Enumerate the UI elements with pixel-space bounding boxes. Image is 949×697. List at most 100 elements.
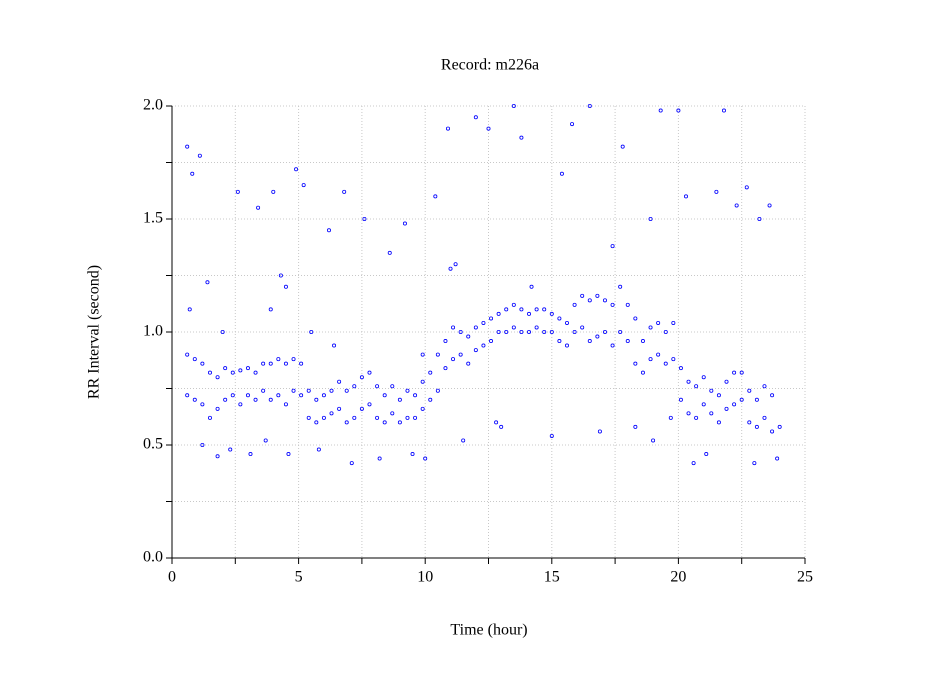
- data-point: [686, 379, 691, 384]
- data-point: [770, 393, 775, 398]
- data-point: [294, 167, 299, 172]
- data-point: [739, 370, 744, 375]
- data-point: [529, 284, 534, 289]
- data-point: [192, 397, 197, 402]
- data-point: [732, 402, 737, 407]
- data-point: [668, 415, 673, 420]
- data-point: [648, 325, 653, 330]
- data-point: [610, 343, 615, 348]
- data-point: [489, 316, 494, 321]
- data-point: [714, 189, 719, 194]
- data-point: [519, 307, 524, 312]
- data-point: [223, 366, 228, 371]
- data-point: [352, 415, 357, 420]
- data-point: [572, 302, 577, 307]
- data-point: [640, 339, 645, 344]
- data-point: [504, 307, 509, 312]
- data-point: [192, 357, 197, 362]
- data-point: [428, 370, 433, 375]
- data-point: [433, 194, 438, 199]
- data-point: [448, 266, 453, 271]
- data-point: [557, 339, 562, 344]
- data-point: [678, 397, 683, 402]
- data-point: [744, 185, 749, 190]
- data-point: [253, 397, 258, 402]
- data-point: [367, 402, 372, 407]
- y-tick-label: 0.0: [143, 549, 163, 566]
- data-point: [283, 402, 288, 407]
- data-point: [777, 424, 782, 429]
- data-point: [329, 388, 334, 393]
- data-point: [299, 361, 304, 366]
- data-point: [473, 325, 478, 330]
- data-point: [663, 329, 668, 334]
- x-tick-label: 15: [544, 569, 560, 586]
- data-point: [428, 397, 433, 402]
- data-point: [671, 320, 676, 325]
- data-point: [263, 438, 268, 443]
- data-point: [754, 397, 759, 402]
- data-point: [283, 361, 288, 366]
- data-point: [618, 284, 623, 289]
- data-point: [410, 452, 415, 457]
- data-point: [301, 183, 306, 188]
- data-point: [435, 352, 440, 357]
- data-point: [314, 420, 319, 425]
- data-point: [587, 104, 592, 109]
- data-point: [557, 316, 562, 321]
- data-point: [496, 311, 501, 316]
- y-tick-label: 1.0: [143, 323, 163, 340]
- data-point: [656, 320, 661, 325]
- data-point: [511, 302, 516, 307]
- data-point: [349, 461, 354, 466]
- data-point: [559, 171, 564, 176]
- x-tick-label: 25: [797, 569, 813, 586]
- data-point: [549, 433, 554, 438]
- data-point: [564, 320, 569, 325]
- data-point: [321, 415, 326, 420]
- data-point: [739, 397, 744, 402]
- data-point: [473, 348, 478, 353]
- data-point: [499, 424, 504, 429]
- data-point: [762, 384, 767, 389]
- data-point: [228, 447, 233, 452]
- data-point: [549, 329, 554, 334]
- data-point: [701, 375, 706, 380]
- data-point: [435, 388, 440, 393]
- data-point: [620, 144, 625, 149]
- data-point: [775, 456, 780, 461]
- data-point: [344, 388, 349, 393]
- data-point: [527, 311, 532, 316]
- data-point: [694, 415, 699, 420]
- data-point: [375, 384, 380, 389]
- data-point: [359, 375, 364, 380]
- data-point: [625, 339, 630, 344]
- data-point: [413, 393, 418, 398]
- data-point: [390, 411, 395, 416]
- data-point: [197, 153, 202, 158]
- data-point: [496, 329, 501, 334]
- data-point: [534, 325, 539, 330]
- data-point: [230, 370, 235, 375]
- x-tick-label: 20: [670, 569, 686, 586]
- data-point: [443, 366, 448, 371]
- data-point: [663, 361, 668, 366]
- data-point: [701, 402, 706, 407]
- data-point: [309, 329, 314, 334]
- data-point: [245, 393, 250, 398]
- data-point: [187, 307, 192, 312]
- data-point: [734, 203, 739, 208]
- data-point: [461, 438, 466, 443]
- data-point: [268, 361, 273, 366]
- data-point: [207, 415, 212, 420]
- data-point: [595, 334, 600, 339]
- data-point: [402, 221, 407, 226]
- data-point: [542, 329, 547, 334]
- data-point: [397, 420, 402, 425]
- data-point: [686, 411, 691, 416]
- data-point: [527, 329, 532, 334]
- data-point: [352, 384, 357, 389]
- x-tick-label: 0: [168, 569, 176, 586]
- data-point: [704, 452, 709, 457]
- x-tick-label: 10: [417, 569, 433, 586]
